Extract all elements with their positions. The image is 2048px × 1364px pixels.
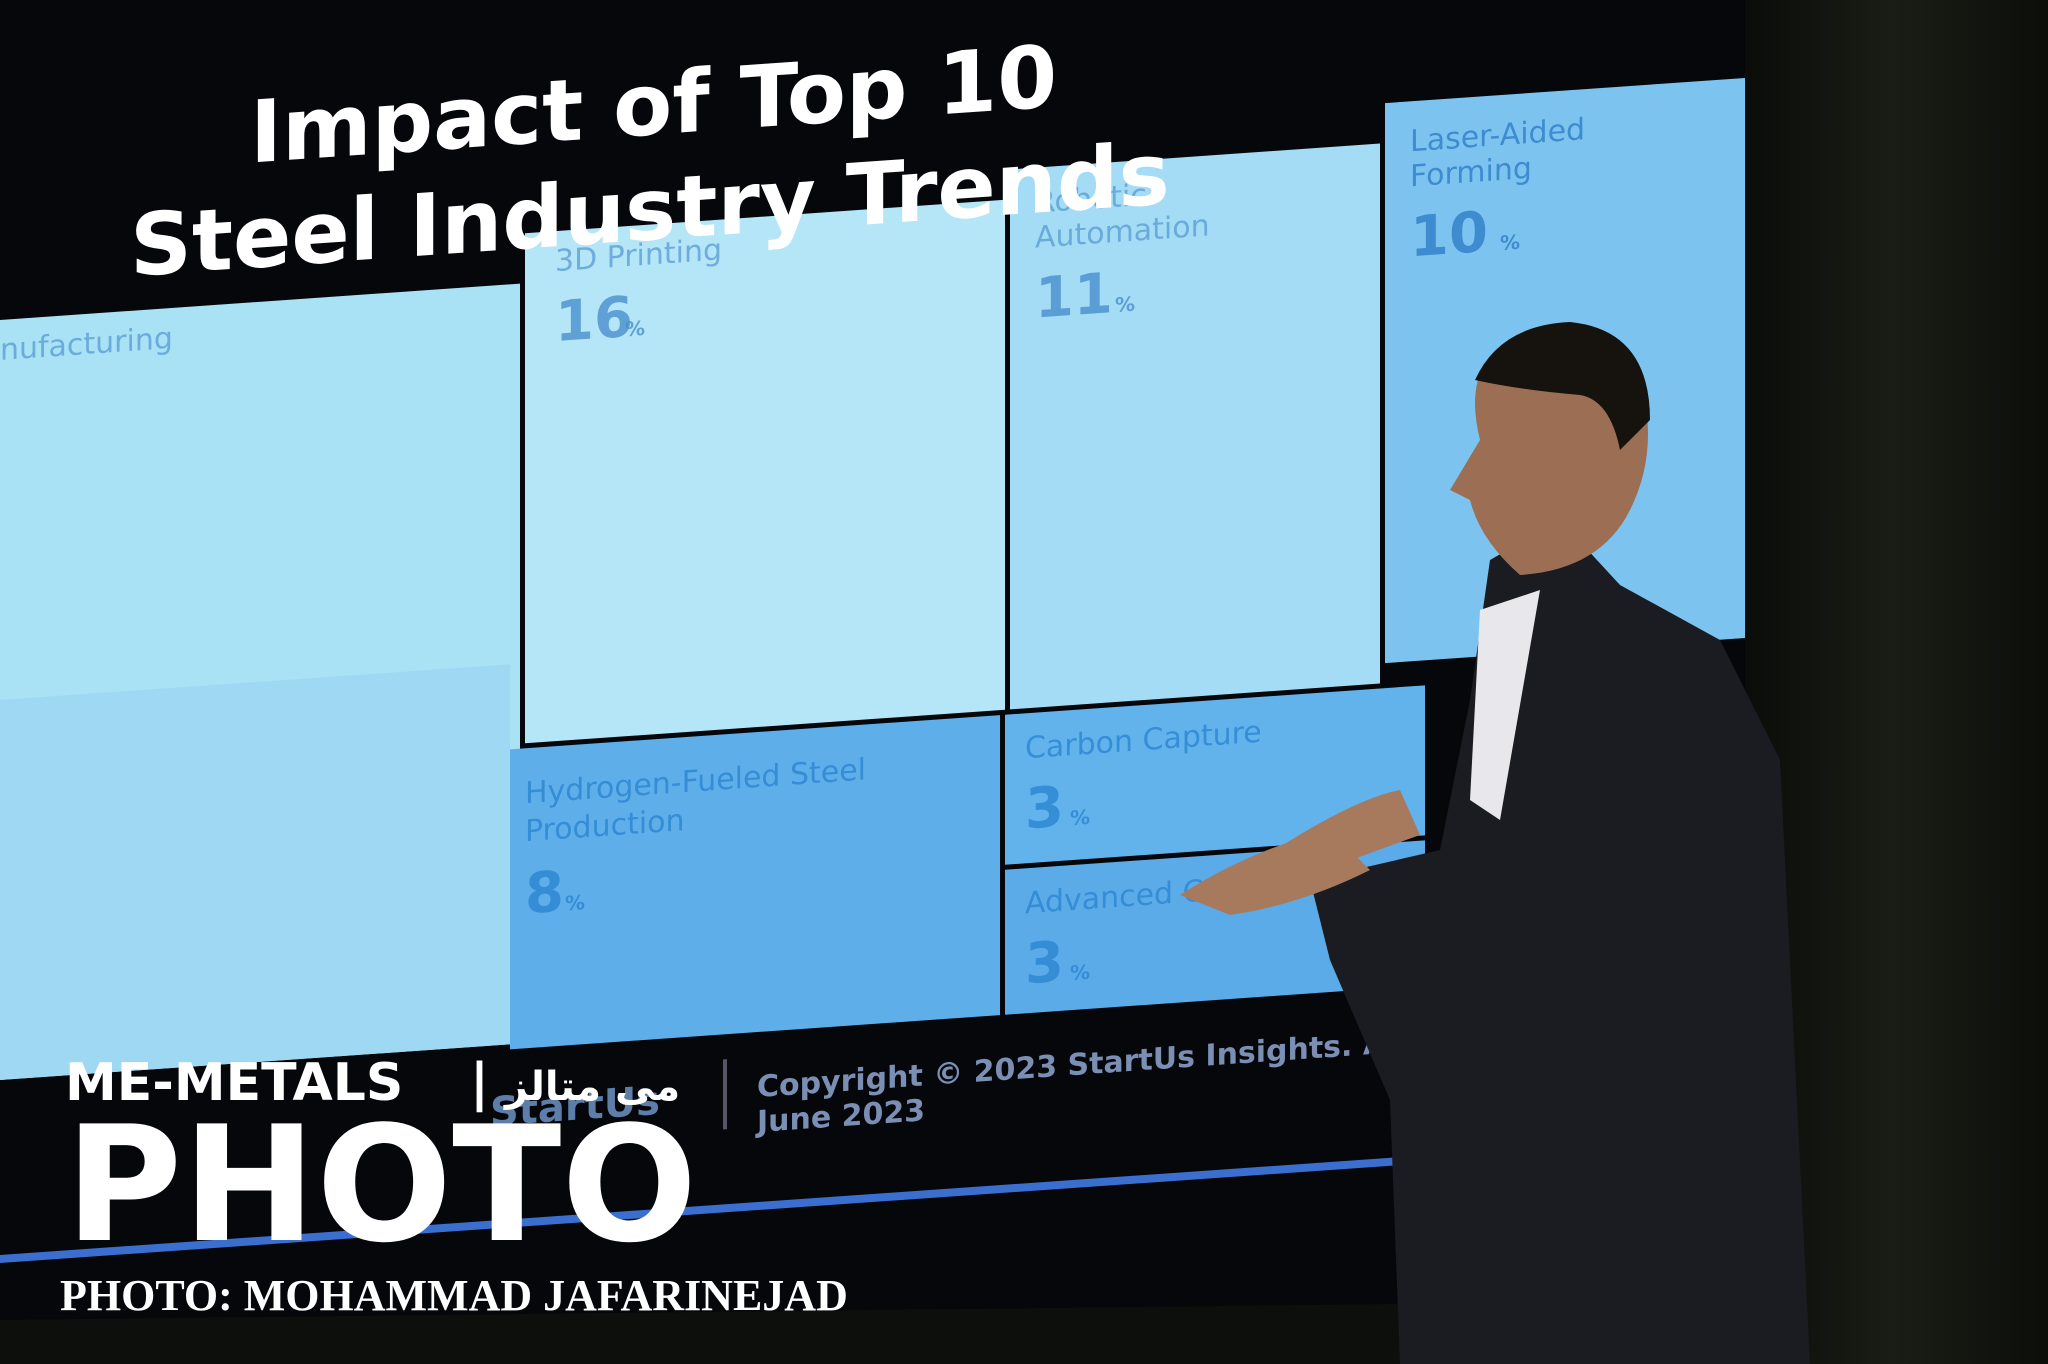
tile-value: 8 (525, 860, 564, 928)
tile (525, 199, 1005, 744)
watermark-big: PHOTO (65, 1091, 697, 1278)
tile-label: Forming (1410, 151, 1532, 194)
tile-unit: % (625, 316, 645, 341)
tile (510, 715, 1000, 1050)
tile-label: Robotic (1035, 178, 1147, 221)
tile-unit: % (1115, 292, 1135, 317)
tile-value: 3 (1025, 775, 1064, 843)
tile-value: 3 (1025, 930, 1064, 998)
watermark-credit: PHOTO: MOHAMMAD JAFARINEJAD (60, 1271, 848, 1320)
watermark-separator: | (470, 1053, 489, 1113)
tile (0, 664, 510, 1080)
tile-unit: % (1070, 805, 1090, 830)
tile-unit: % (1500, 230, 1520, 255)
tile-value: 16 (555, 285, 633, 355)
tile (1005, 685, 1425, 865)
tile (1010, 143, 1380, 710)
slide: nufacturing 3D Printing 16 % Robotic Aut… (0, 27, 1745, 1263)
tile-unit: % (1070, 960, 1090, 985)
screen-band (0, 1157, 1400, 1263)
tile-unit: % (565, 890, 585, 915)
watermark-brand: ME-METALS (65, 1053, 403, 1113)
watermark-brand-fa: می متالز (503, 1064, 680, 1110)
tile-value: 10 (1410, 200, 1488, 270)
speaker (1180, 322, 1810, 1364)
tile-value: 11 (1035, 261, 1113, 331)
